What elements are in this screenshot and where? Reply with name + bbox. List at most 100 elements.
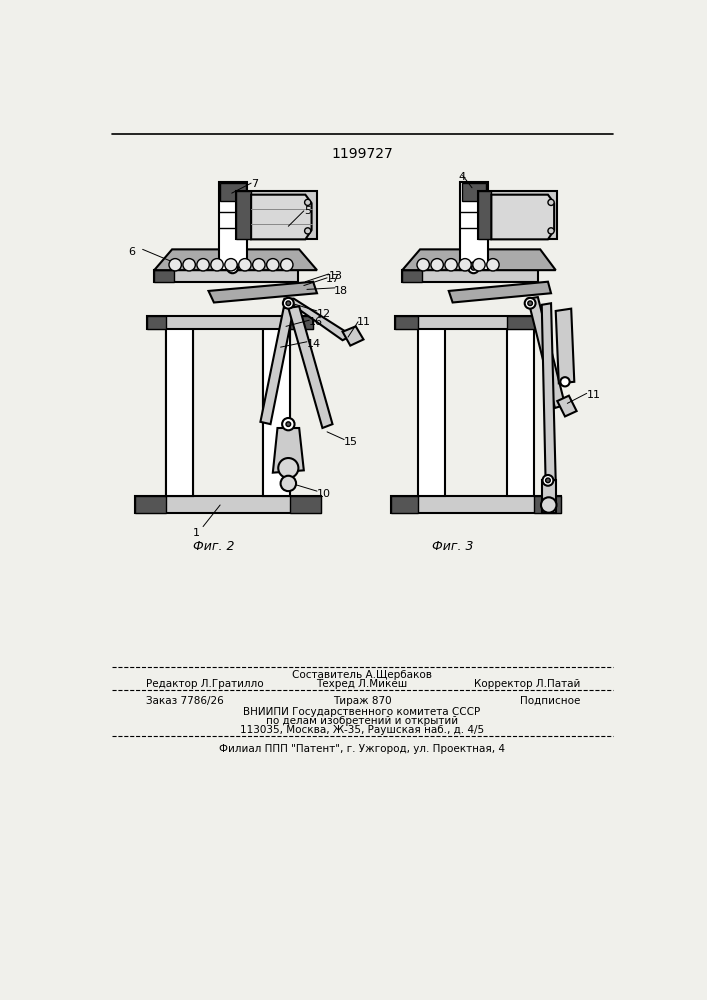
- Polygon shape: [146, 316, 313, 329]
- Circle shape: [211, 259, 223, 271]
- Bar: [507, 328, 534, 496]
- Polygon shape: [251, 195, 312, 239]
- Circle shape: [252, 259, 265, 271]
- Text: Составитель А.Щербаков: Составитель А.Щербаков: [292, 670, 432, 680]
- Text: Редактор Л.Гратилло: Редактор Л.Гратилло: [146, 679, 264, 689]
- Circle shape: [546, 478, 550, 483]
- Polygon shape: [391, 496, 561, 513]
- Circle shape: [525, 298, 535, 309]
- Text: 11: 11: [356, 317, 370, 327]
- Circle shape: [283, 298, 293, 309]
- Text: 11: 11: [587, 389, 601, 399]
- Polygon shape: [154, 270, 298, 282]
- Circle shape: [286, 422, 291, 426]
- Polygon shape: [154, 249, 317, 270]
- Polygon shape: [462, 183, 486, 201]
- Text: 17: 17: [327, 274, 341, 284]
- Circle shape: [169, 259, 182, 271]
- Text: 12: 12: [317, 309, 331, 319]
- Circle shape: [541, 497, 556, 513]
- Text: 1: 1: [193, 528, 200, 538]
- Polygon shape: [235, 191, 317, 239]
- Text: 18: 18: [334, 286, 348, 296]
- Polygon shape: [284, 299, 352, 340]
- Circle shape: [286, 301, 291, 306]
- Polygon shape: [220, 183, 246, 201]
- Polygon shape: [556, 309, 574, 383]
- Text: 113035, Москва, Ж-35, Раушская наб., д. 4/5: 113035, Москва, Ж-35, Раушская наб., д. …: [240, 725, 484, 735]
- Circle shape: [279, 458, 298, 478]
- Circle shape: [459, 259, 472, 271]
- Polygon shape: [218, 182, 247, 270]
- Circle shape: [305, 228, 311, 234]
- Polygon shape: [273, 428, 304, 473]
- Circle shape: [305, 199, 311, 205]
- Text: по делам изобретений и открытий: по делам изобретений и открытий: [266, 716, 458, 726]
- Polygon shape: [146, 316, 166, 329]
- Polygon shape: [263, 328, 290, 496]
- Circle shape: [282, 418, 295, 430]
- Circle shape: [197, 259, 209, 271]
- Polygon shape: [260, 308, 293, 424]
- Circle shape: [183, 259, 195, 271]
- Circle shape: [548, 228, 554, 234]
- Polygon shape: [460, 182, 488, 270]
- Circle shape: [239, 259, 251, 271]
- Circle shape: [225, 259, 237, 271]
- Text: 5: 5: [304, 206, 311, 216]
- Polygon shape: [478, 191, 557, 239]
- Polygon shape: [528, 297, 565, 408]
- Circle shape: [281, 476, 296, 491]
- Polygon shape: [166, 328, 193, 496]
- Circle shape: [486, 259, 499, 271]
- Polygon shape: [402, 249, 556, 270]
- Circle shape: [267, 259, 279, 271]
- Polygon shape: [290, 316, 313, 329]
- Polygon shape: [449, 282, 551, 302]
- Polygon shape: [491, 195, 554, 239]
- Text: Фиг. 2: Фиг. 2: [193, 540, 235, 553]
- Circle shape: [417, 259, 429, 271]
- Polygon shape: [534, 496, 561, 513]
- Polygon shape: [290, 496, 321, 513]
- Polygon shape: [557, 396, 577, 416]
- Circle shape: [473, 259, 485, 271]
- Circle shape: [230, 266, 235, 270]
- Text: 6: 6: [129, 247, 136, 257]
- Circle shape: [528, 301, 532, 306]
- Text: 15: 15: [344, 437, 358, 447]
- Polygon shape: [343, 326, 363, 346]
- Polygon shape: [395, 316, 418, 329]
- Text: Заказ 7786/26: Заказ 7786/26: [146, 696, 224, 706]
- Bar: [166, 328, 193, 496]
- Polygon shape: [507, 316, 549, 329]
- Polygon shape: [235, 191, 251, 239]
- Polygon shape: [135, 496, 166, 513]
- Polygon shape: [154, 270, 174, 282]
- Text: ВНИИПИ Государственного комитета СССР: ВНИИПИ Государственного комитета СССР: [243, 707, 481, 717]
- Text: 4: 4: [459, 172, 466, 182]
- Polygon shape: [402, 270, 538, 282]
- Text: Тираж 870: Тираж 870: [332, 696, 391, 706]
- Polygon shape: [391, 496, 418, 513]
- Circle shape: [542, 475, 554, 486]
- Text: Подписное: Подписное: [520, 696, 580, 706]
- Circle shape: [561, 377, 570, 386]
- Circle shape: [431, 259, 443, 271]
- Bar: [263, 328, 290, 496]
- Text: 7: 7: [251, 179, 258, 189]
- Polygon shape: [135, 496, 321, 513]
- Polygon shape: [542, 480, 556, 513]
- Polygon shape: [288, 306, 332, 428]
- Bar: [418, 328, 445, 496]
- Circle shape: [472, 266, 476, 270]
- Text: 16: 16: [309, 317, 323, 327]
- Circle shape: [227, 262, 238, 273]
- Circle shape: [468, 262, 479, 273]
- Text: Корректор Л.Патай: Корректор Л.Патай: [474, 679, 580, 689]
- Text: 10: 10: [317, 489, 331, 499]
- Circle shape: [548, 199, 554, 205]
- Text: Фиг. 3: Фиг. 3: [432, 540, 474, 553]
- Polygon shape: [209, 282, 317, 302]
- Text: Филиал ППП "Патент", г. Ужгород, ул. Проектная, 4: Филиал ППП "Патент", г. Ужгород, ул. Про…: [219, 744, 505, 754]
